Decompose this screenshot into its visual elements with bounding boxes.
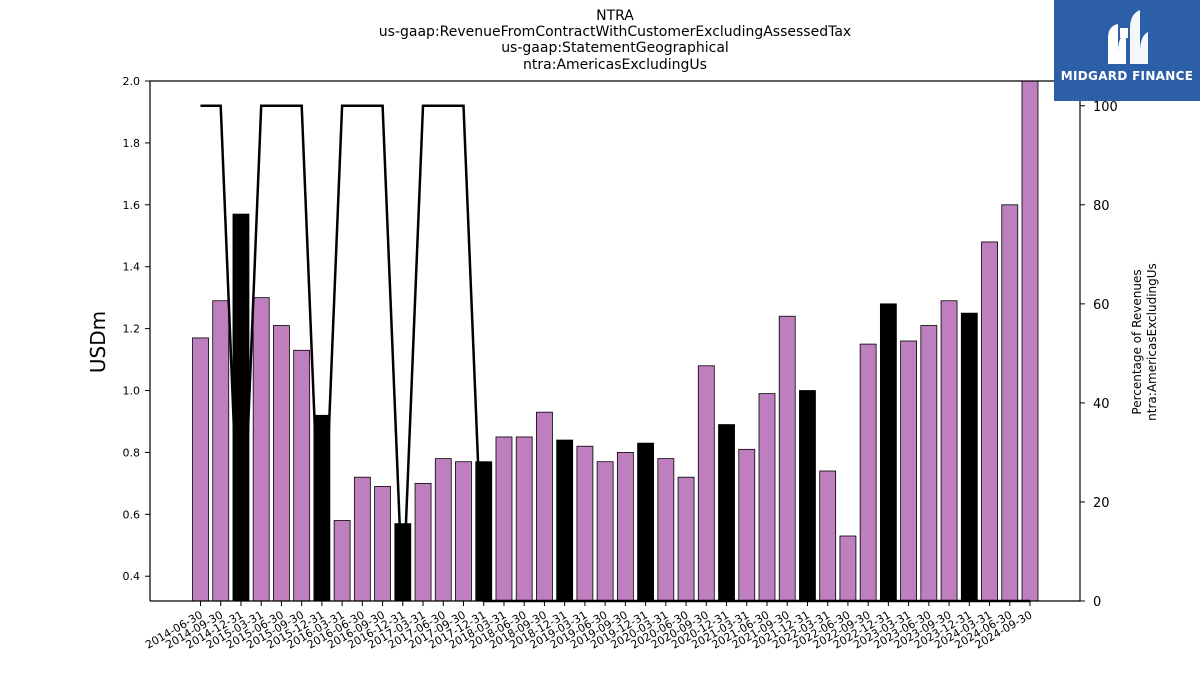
y2-tick-label-80: 80 [1093,199,1110,214]
bar-2016-03-31 [333,520,351,602]
y2-tick-label-60: 60 [1093,298,1110,313]
y-tick-label-0.6: 0.6 [123,508,141,521]
bar-2019-12-31 [637,442,654,602]
bar-2021-03-31 [738,448,756,602]
y-tick-label-1.4: 1.4 [123,261,141,274]
bar-2019-09-30 [616,452,634,602]
bar-2020-03-31 [657,458,675,602]
y2-tick-label-40: 40 [1093,397,1110,412]
bar-2024-09-30 [1021,80,1039,602]
bar-2015-03-31 [252,297,270,602]
title-line-1: NTRA [596,8,634,24]
y-tick-label-1.0: 1.0 [123,385,141,398]
bar-2017-06-30 [434,458,452,602]
title-line-4: ntra:AmericasExcludingUs [523,57,707,73]
bar-2014-09-30 [212,300,230,602]
bar-2021-09-30 [778,315,796,602]
y2-axis-label-line-1: Percentage of Revenues [1130,269,1144,414]
bar-2022-12-31 [879,303,897,602]
logo-mark-icon [1108,10,1148,64]
y-tick-label-2.0: 2.0 [123,75,141,88]
logo-text: MIDGARD FINANCE [1060,69,1194,83]
bar-2020-09-30 [697,365,715,602]
y2-axis-label-line-2: ntra:AmericasExcludingUs [1145,263,1159,421]
bar-2015-06-30 [273,325,290,602]
bar-2017-09-30 [455,461,472,602]
bar-2015-09-30 [293,349,311,602]
bar-2018-06-30 [515,436,533,602]
bar-2017-03-31 [414,482,432,602]
y-tick-label-1.6: 1.6 [123,199,141,212]
bar-2016-06-30 [353,476,371,602]
y-tick-label-0.4: 0.4 [123,570,141,583]
bar-2024-06-30 [1001,204,1019,602]
title-line-2: us-gaap:RevenueFromContractWithCustomerE… [378,24,852,40]
bar-2020-12-31 [718,424,735,602]
bar-2019-03-31 [576,445,594,602]
y2-tick-label-100: 100 [1093,100,1118,115]
bar-2023-12-31 [960,312,978,602]
y2-tick-label-0: 0 [1093,595,1101,610]
bar-2023-03-31 [900,340,918,602]
bar-2021-12-31 [799,390,816,602]
bar-2024-03-31 [981,241,998,602]
bar-2018-03-31 [495,436,513,602]
bar-2019-06-30 [596,461,614,602]
bar-2023-09-30 [940,300,958,602]
bar-2022-06-30 [839,535,857,602]
midgard-finance-logo: MIDGARD FINANCE [1054,0,1200,101]
bar-2023-06-30 [920,325,938,602]
y-tick-label-1.2: 1.2 [123,323,141,336]
y-axis-label: USDm [86,311,110,373]
bar-2018-12-31 [556,439,574,602]
bar-2016-09-30 [374,486,391,602]
bar-2014-12-31 [232,213,250,602]
bar-2020-06-30 [677,476,695,602]
bar-2021-06-30 [758,393,776,602]
bar-2022-03-31 [819,470,837,602]
y-tick-label-1.8: 1.8 [123,137,141,150]
y-tick-label-0.8: 0.8 [123,446,141,459]
title-line-3: us-gaap:StatementGeographical [501,40,729,56]
bar-2018-09-30 [536,411,553,602]
bar-2014-06-30 [192,337,209,602]
y2-tick-label-20: 20 [1093,496,1110,511]
bar-2022-09-30 [859,343,877,602]
